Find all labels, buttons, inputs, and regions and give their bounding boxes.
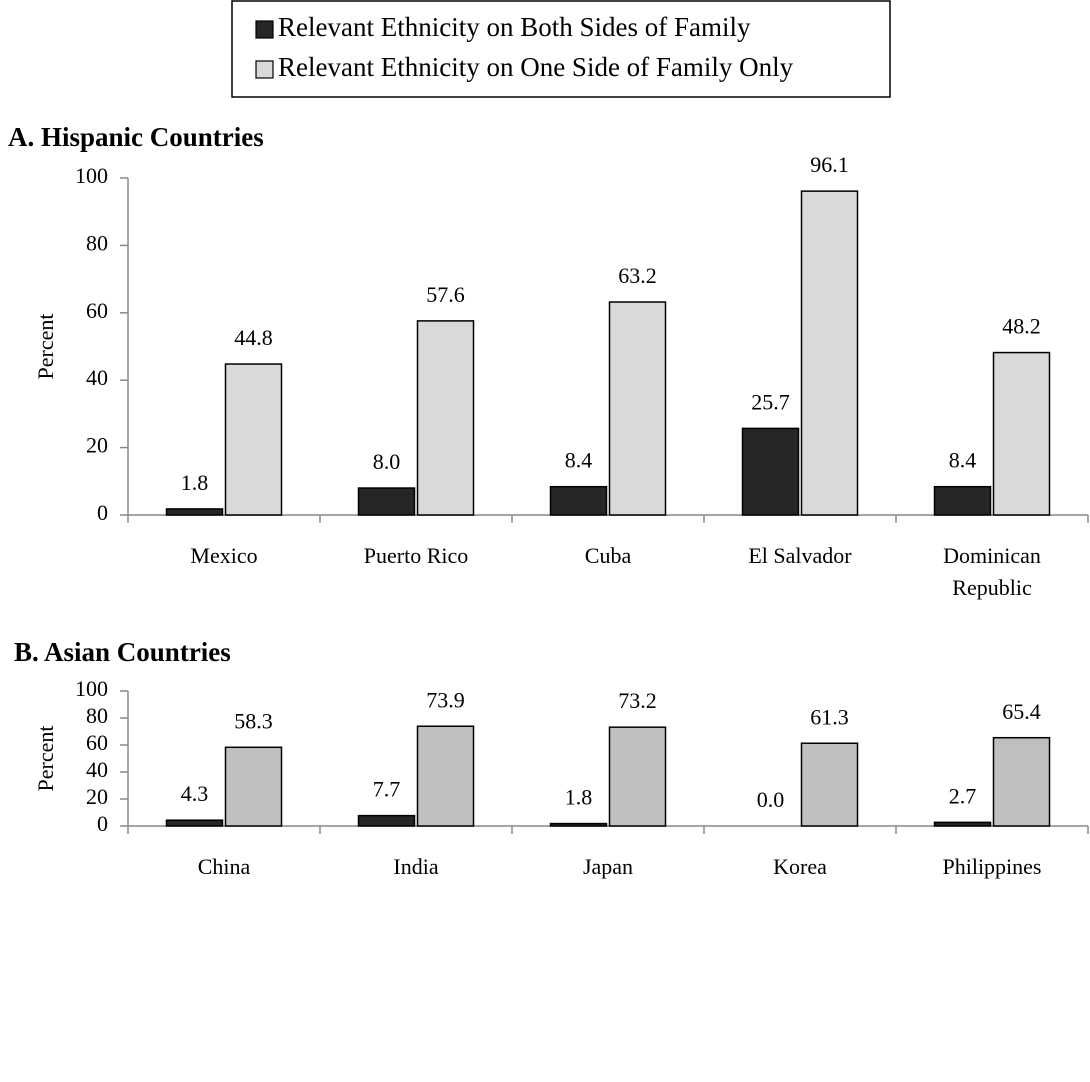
y-tick-label: 0 bbox=[97, 811, 108, 836]
value-label: 1.8 bbox=[565, 785, 593, 810]
x-tick-label: Cuba bbox=[585, 543, 632, 568]
legend-box bbox=[231, 0, 891, 98]
legend-label: Relevant Ethnicity on Both Sides of Fami… bbox=[278, 12, 751, 42]
x-tick-label: Philippines bbox=[942, 854, 1041, 879]
value-label: 8.0 bbox=[373, 449, 401, 474]
bar bbox=[416, 320, 475, 516]
value-label: 8.4 bbox=[949, 448, 977, 473]
value-label: 65.4 bbox=[1002, 699, 1041, 724]
value-label: 8.4 bbox=[565, 448, 593, 473]
bar bbox=[165, 508, 224, 516]
bar bbox=[933, 485, 992, 516]
bar bbox=[741, 427, 800, 516]
value-label: 2.7 bbox=[949, 783, 977, 808]
bar bbox=[608, 301, 667, 516]
value-label: 1.8 bbox=[181, 470, 209, 495]
x-tick-label: Dominican Republic bbox=[943, 543, 1041, 600]
x-tick-label: El Salvador bbox=[748, 543, 852, 568]
x-tick-label: India bbox=[393, 854, 438, 879]
x-tick-label: Puerto Rico bbox=[364, 543, 469, 568]
value-label: 57.6 bbox=[426, 282, 465, 307]
bar bbox=[800, 190, 859, 516]
y-tick-label: 40 bbox=[86, 365, 108, 390]
y-tick-label: 100 bbox=[75, 676, 108, 701]
legend-swatch bbox=[255, 60, 274, 79]
x-tick-label: Japan bbox=[583, 854, 633, 879]
bar bbox=[549, 822, 608, 827]
y-tick-label: 100 bbox=[75, 163, 108, 188]
legend-swatch bbox=[255, 20, 274, 39]
bar bbox=[992, 736, 1051, 827]
y-tick-label: 60 bbox=[86, 298, 108, 323]
bar bbox=[357, 814, 416, 827]
y-tick-label: 80 bbox=[86, 703, 108, 728]
value-label: 7.7 bbox=[373, 777, 401, 802]
panel-title: B. Asian Countries bbox=[14, 637, 231, 667]
value-label: 44.8 bbox=[234, 325, 273, 350]
value-label: 4.3 bbox=[181, 781, 209, 806]
y-axis-label: Percent bbox=[33, 314, 58, 380]
bar bbox=[992, 351, 1051, 516]
bar bbox=[357, 487, 416, 516]
bar bbox=[224, 746, 283, 827]
bar bbox=[416, 725, 475, 827]
panel-title: A. Hispanic Countries bbox=[8, 122, 264, 152]
bar bbox=[800, 742, 859, 827]
y-axis-label: Percent bbox=[33, 726, 58, 792]
legend-label: Relevant Ethnicity on One Side of Family… bbox=[278, 52, 794, 82]
x-tick-label: China bbox=[198, 854, 251, 879]
bar bbox=[549, 485, 608, 516]
x-tick-label: Mexico bbox=[190, 543, 257, 568]
value-label: 25.7 bbox=[751, 389, 790, 414]
value-label: 63.2 bbox=[618, 263, 657, 288]
y-tick-label: 60 bbox=[86, 730, 108, 755]
y-tick-label: 40 bbox=[86, 757, 108, 782]
value-label: 0.0 bbox=[757, 787, 785, 812]
value-label: 73.9 bbox=[426, 687, 465, 712]
bar bbox=[608, 726, 667, 827]
y-tick-label: 20 bbox=[86, 433, 108, 458]
value-label: 73.2 bbox=[618, 688, 657, 713]
bar bbox=[933, 821, 992, 827]
bar bbox=[224, 363, 283, 516]
y-tick-label: 0 bbox=[97, 500, 108, 525]
value-label: 48.2 bbox=[1002, 314, 1041, 339]
bar bbox=[165, 819, 224, 827]
y-tick-label: 80 bbox=[86, 230, 108, 255]
value-label: 96.1 bbox=[810, 152, 849, 177]
value-label: 58.3 bbox=[234, 708, 273, 733]
x-tick-label: Korea bbox=[773, 854, 827, 879]
value-label: 61.3 bbox=[810, 704, 849, 729]
y-tick-label: 20 bbox=[86, 784, 108, 809]
